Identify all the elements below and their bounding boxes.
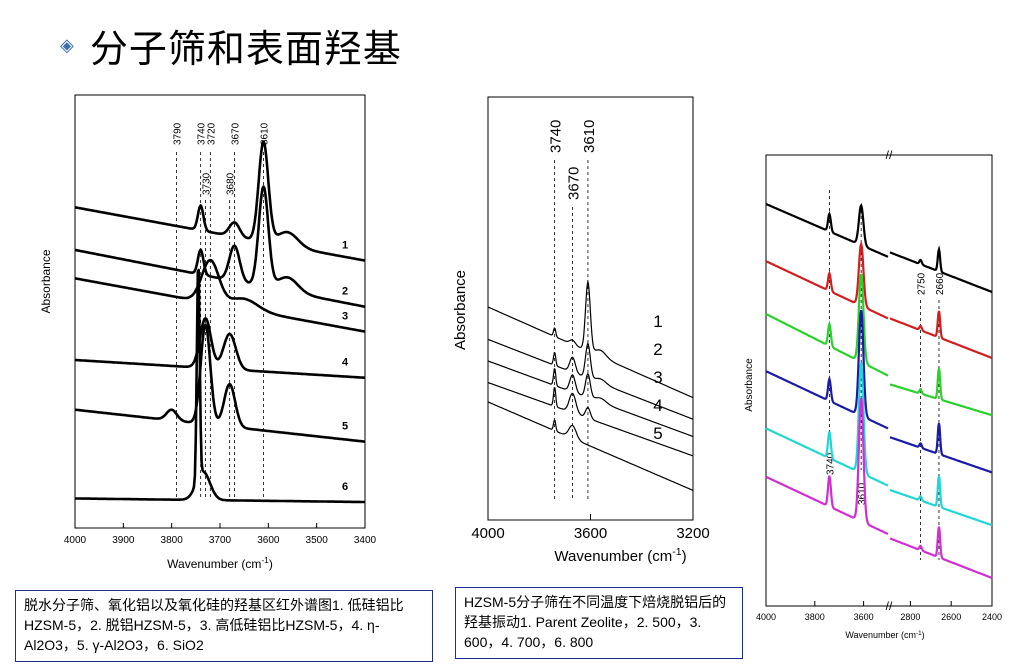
- x-tick-label: 3700: [209, 535, 232, 546]
- series-line-left-2: [765, 240, 889, 320]
- plot-frame: [74, 94, 366, 529]
- peak-label: 3740: [825, 452, 836, 475]
- peak-label: 3610: [857, 482, 868, 505]
- x-tick-label: 3600: [854, 612, 874, 622]
- series-label: 2: [342, 286, 348, 298]
- series-line-right-1: [889, 245, 993, 294]
- page-title: 分子筛和表面羟基: [89, 26, 402, 71]
- series-line-right-3: [889, 368, 993, 417]
- x-tick-label: 4000: [756, 612, 776, 622]
- series-label: 3: [342, 311, 348, 323]
- peak-label: 3670: [231, 122, 242, 145]
- x-tick-label: 4000: [64, 535, 87, 546]
- peak-label: 3610: [260, 122, 271, 145]
- x-tick-label: 2400: [982, 612, 1002, 622]
- series-label: 5: [653, 424, 662, 443]
- y-axis-label: Absorbance: [452, 270, 469, 350]
- series-label: 2: [653, 340, 662, 359]
- series-line-3: [74, 258, 366, 333]
- series-label: 5: [342, 421, 348, 433]
- x-tick-label: 3800: [161, 535, 184, 546]
- x-tick-label: 2800: [900, 612, 920, 622]
- x-tick-label: 4000: [471, 525, 504, 542]
- peak-label: 3740: [548, 120, 565, 153]
- caption-chart-1: 脱水分子筛、氧化铝以及氧化硅的羟基区红外谱图1. 低硅铝比HZSM-5，2. 脱…: [15, 590, 433, 662]
- series-line-left-4: [765, 309, 889, 430]
- x-tick-label: 3200: [676, 525, 709, 542]
- y-axis-label: Absorbance: [744, 358, 755, 412]
- x-tick-label: 2600: [941, 612, 961, 622]
- caption-text-1: 脱水分子筛、氧化铝以及氧化硅的羟基区红外谱图1. 低硅铝比HZSM-5，2. 脱…: [24, 597, 404, 653]
- diamond-bullet-icon: ◈: [60, 34, 74, 55]
- series-line-4: [74, 317, 366, 379]
- series-line-left-3: [765, 273, 889, 377]
- plot-frame: [765, 154, 993, 607]
- series-line-1: [487, 279, 694, 399]
- peak-label: 3610: [581, 120, 598, 153]
- peak-label: 3680: [226, 172, 237, 195]
- peak-label: 2750: [917, 272, 928, 295]
- series-label: 4: [653, 396, 662, 415]
- series-label: 1: [342, 240, 348, 252]
- caption-text-2: HZSM-5分子筛在不同温度下焙烧脱铝后的羟基振动1. Parent Zeoli…: [464, 594, 727, 650]
- axis-break-mark: //: [886, 148, 893, 162]
- caption-chart-2: HZSM-5分子筛在不同温度下焙烧脱铝后的羟基振动1. Parent Zeoli…: [455, 587, 743, 659]
- peak-label: 3730: [202, 172, 213, 195]
- series-line-3: [487, 360, 694, 438]
- series-line-left-6: [765, 398, 889, 535]
- series-line-2: [487, 338, 694, 420]
- series-line-2: [74, 185, 366, 308]
- x-tick-label: 3600: [257, 535, 280, 546]
- series-line-1: [74, 140, 366, 262]
- x-tick-label: 3800: [805, 612, 825, 622]
- peak-label: 3720: [206, 122, 217, 145]
- ir-spectrum-chart-1: 4000 3900 3800 3700 3600 3500 3400 Wavenumber (…: [39, 94, 377, 571]
- axis-break-mark: //: [886, 599, 893, 613]
- peak-label: 2660: [935, 272, 946, 295]
- title-area: ◈ 分子筛和表面羟基: [60, 20, 402, 71]
- series-label: 3: [653, 368, 662, 387]
- x-axis-label: Wavenumber (cm-1): [554, 546, 686, 565]
- y-axis-label: Absorbance: [39, 249, 53, 313]
- peak-label: 3740: [197, 122, 208, 145]
- series-line-right-4: [889, 423, 993, 474]
- x-tick-label: 3400: [354, 535, 377, 546]
- series-line-right-6: [889, 526, 993, 580]
- x-tick-label: 3500: [306, 535, 329, 546]
- series-line-left-1: [765, 202, 889, 258]
- x-axis-label: Wavenumber (cm-1): [845, 630, 924, 641]
- series-line-5: [74, 323, 366, 443]
- x-tick-label: 3600: [574, 525, 607, 542]
- series-label: 1: [653, 312, 662, 331]
- series-line-right-2: [889, 310, 993, 360]
- x-axis-label: Wavenumber (cm-1): [167, 555, 273, 571]
- ir-spectrum-chart-2: 4000 3600 3200 Wavenumber (cm-1) Absorbance 3…: [452, 96, 710, 565]
- peak-label: 3790: [173, 122, 184, 145]
- series-label: 6: [342, 481, 348, 493]
- series-label: 4: [342, 357, 349, 369]
- series-line-right-5: [889, 475, 993, 527]
- series-line-5: [487, 401, 694, 491]
- peak-label: 3670: [566, 167, 583, 200]
- ir-spectrum-chart-3: // // 4000 3800 3600 2800 2600 2400 Wavenumber (…: [744, 148, 1002, 641]
- series-line-4: [487, 381, 694, 457]
- series-line-left-5: [765, 362, 889, 487]
- x-tick-label: 3900: [112, 535, 135, 546]
- series-line-6: [74, 268, 366, 504]
